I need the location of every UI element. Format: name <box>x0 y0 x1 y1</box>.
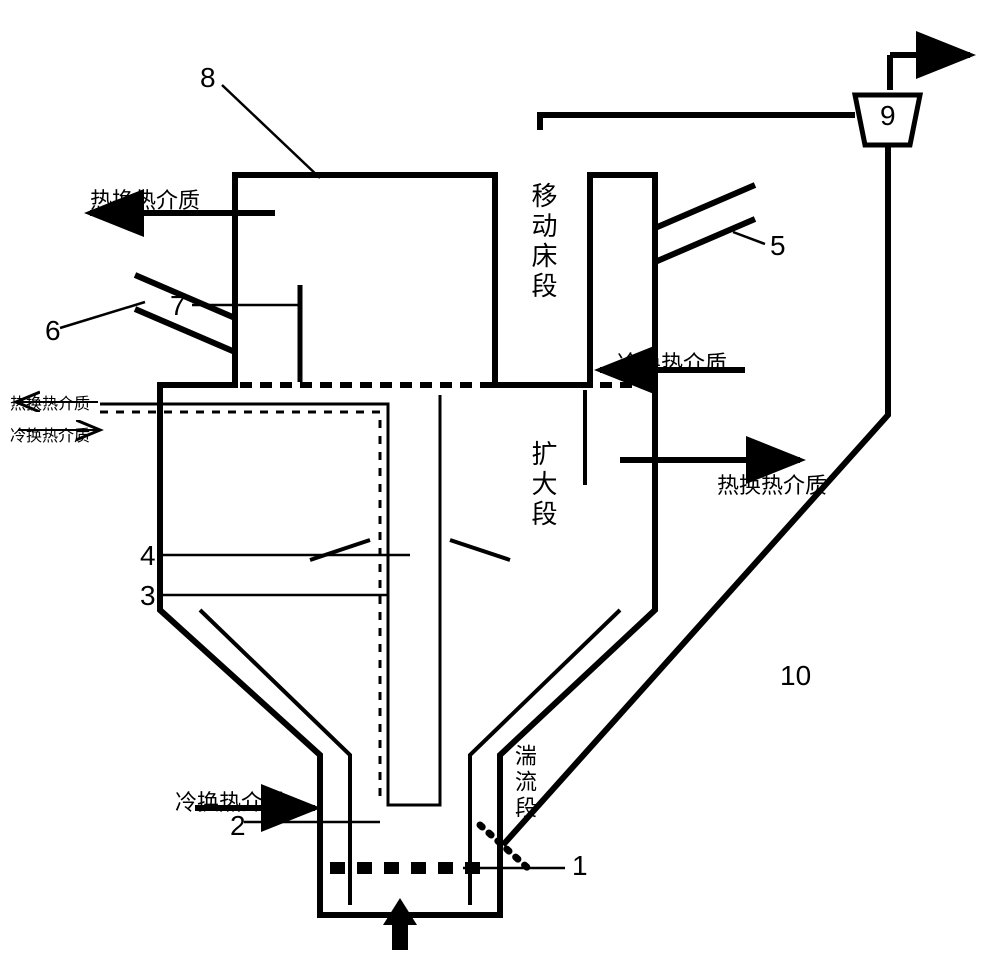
label-4: 4 <box>140 540 156 572</box>
deflector-right <box>450 540 510 560</box>
label-7: 7 <box>170 290 186 322</box>
chute-5 <box>655 185 755 262</box>
cold-small-label: 冷换热介质 <box>10 422 90 446</box>
label-3: 3 <box>140 580 156 612</box>
hot-out-right-label: 热换热介质 <box>717 468 827 500</box>
dipleg-entry-dots <box>480 825 530 870</box>
turbulent-label: 湍流段 <box>508 744 540 822</box>
moving-bed-label: 移动床段 <box>525 182 562 302</box>
label-1: 1 <box>572 850 588 882</box>
cold-in-right-label: 冷换热介质 <box>617 346 727 378</box>
gas-to-cyclone <box>540 115 855 130</box>
label-8: 8 <box>200 62 216 94</box>
hot-out-top-label: 热换热介质 <box>90 183 200 215</box>
deflector-left <box>310 540 370 560</box>
label-10: 10 <box>780 660 811 692</box>
gas-inlet-arrowhead <box>383 898 417 925</box>
inner-taper-outer <box>200 610 350 905</box>
lead-5 <box>733 232 765 244</box>
inner-taper-outer-right <box>470 610 620 905</box>
label-6: 6 <box>45 315 61 347</box>
lead-6 <box>60 302 145 328</box>
cold-in-bottom-label: 冷换热介质 <box>175 785 285 817</box>
lead-8 <box>222 85 320 178</box>
label-9: 9 <box>880 100 896 132</box>
expansion-label: 扩大段 <box>525 440 562 530</box>
hot-small-label: 热换热介质 <box>10 390 90 414</box>
label-5: 5 <box>770 230 786 262</box>
